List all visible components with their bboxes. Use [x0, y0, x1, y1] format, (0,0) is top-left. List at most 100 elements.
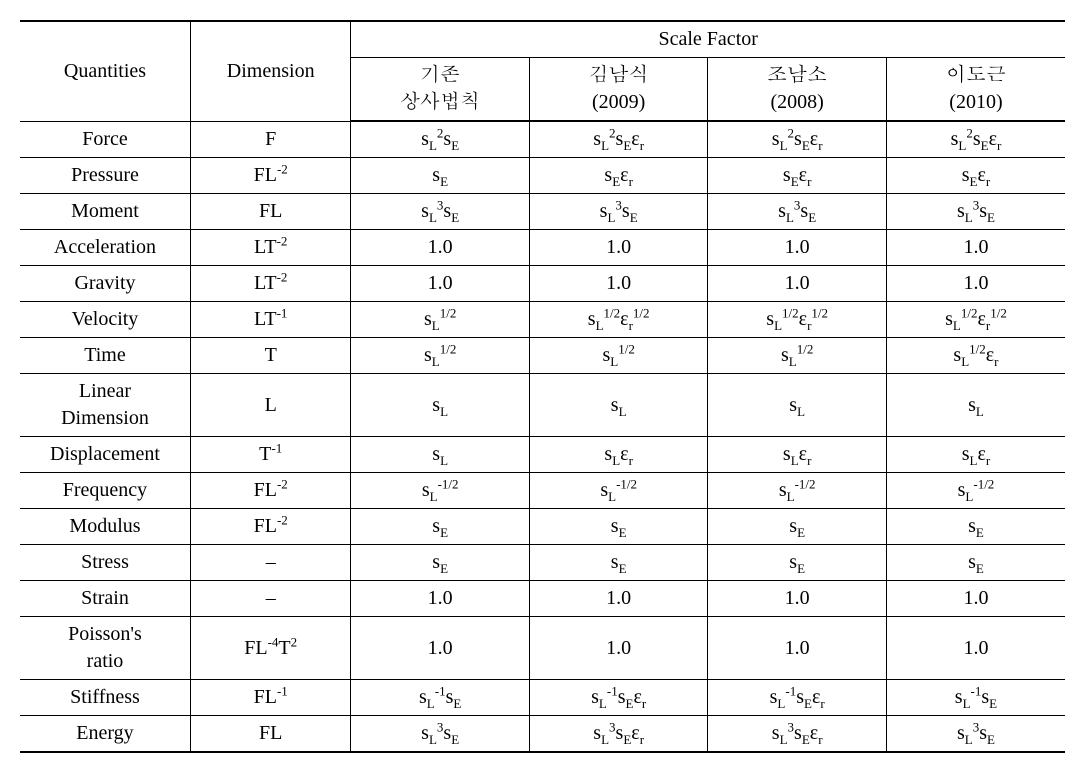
cell-scale-factor: sL3sE: [886, 716, 1065, 753]
cell-scale-factor: sL: [708, 374, 887, 437]
cell-scale-factor: sL2sE: [351, 121, 530, 158]
cell-scale-factor: 1.0: [529, 617, 708, 680]
header-col-0-l1: 기존: [420, 64, 460, 86]
cell-scale-factor: sE: [529, 509, 708, 545]
cell-scale-factor: sL2sEεr: [886, 121, 1065, 158]
cell-dimension: FL: [190, 194, 350, 230]
cell-scale-factor: sL3sEεr: [708, 716, 887, 753]
cell-quantity: Force: [20, 121, 190, 158]
table-row: FrequencyFL-2sL-1/2sL-1/2sL-1/2sL-1/2: [20, 473, 1065, 509]
header-col-1-l1: 김남식: [589, 64, 649, 86]
header-col-0: 기존 상사법칙: [351, 58, 530, 122]
cell-dimension: FL-2: [190, 509, 350, 545]
header-col-2-l1: 조남소: [767, 64, 827, 86]
table-body: ForceFsL2sEsL2sEεrsL2sEεrsL2sEεrPressure…: [20, 121, 1065, 752]
cell-dimension: LT-2: [190, 230, 350, 266]
cell-scale-factor: sLεr: [886, 437, 1065, 473]
cell-quantity: Gravity: [20, 266, 190, 302]
cell-scale-factor: sL-1sE: [351, 680, 530, 716]
cell-quantity: Frequency: [20, 473, 190, 509]
cell-scale-factor: sE: [351, 509, 530, 545]
table-row: MomentFLsL3sEsL3sEsL3sEsL3sE: [20, 194, 1065, 230]
cell-scale-factor: sL3sE: [886, 194, 1065, 230]
header-col-3-l1: 이도근: [946, 64, 1006, 86]
table-row: EnergyFLsL3sEsL3sEεrsL3sEεrsL3sE: [20, 716, 1065, 753]
cell-dimension: FL-4T2: [190, 617, 350, 680]
cell-scale-factor: sL3sE: [708, 194, 887, 230]
cell-quantity: Stiffness: [20, 680, 190, 716]
cell-scale-factor: sL-1sEεr: [708, 680, 887, 716]
table-row: Poisson'sratioFL-4T21.01.01.01.0: [20, 617, 1065, 680]
cell-dimension: F: [190, 121, 350, 158]
header-col-2: 조남소 (2008): [708, 58, 887, 122]
cell-dimension: FL: [190, 716, 350, 753]
cell-scale-factor: sL1/2: [351, 338, 530, 374]
header-col-0-l2: 상사법칙: [400, 91, 480, 113]
cell-scale-factor: 1.0: [708, 230, 887, 266]
cell-scale-factor: sL: [529, 374, 708, 437]
table-row: ModulusFL-2sEsEsEsE: [20, 509, 1065, 545]
table-row: StiffnessFL-1sL-1sEsL-1sEεrsL-1sEεrsL-1s…: [20, 680, 1065, 716]
cell-scale-factor: sL-1/2: [708, 473, 887, 509]
cell-dimension: FL-1: [190, 680, 350, 716]
cell-scale-factor: sL: [886, 374, 1065, 437]
cell-scale-factor: sE: [351, 545, 530, 581]
cell-scale-factor: sL3sE: [351, 716, 530, 753]
table-row: Strain–1.01.01.01.0: [20, 581, 1065, 617]
cell-scale-factor: 1.0: [708, 581, 887, 617]
table-row: ForceFsL2sEsL2sEεrsL2sEεrsL2sEεr: [20, 121, 1065, 158]
cell-scale-factor: 1.0: [351, 230, 530, 266]
cell-quantity: Pressure: [20, 158, 190, 194]
cell-quantity: Energy: [20, 716, 190, 753]
cell-scale-factor: sE: [886, 509, 1065, 545]
cell-scale-factor: 1.0: [351, 266, 530, 302]
cell-scale-factor: sEεr: [886, 158, 1065, 194]
header-col-3: 이도근 (2010): [886, 58, 1065, 122]
cell-dimension: T-1: [190, 437, 350, 473]
cell-scale-factor: sL1/2: [708, 338, 887, 374]
cell-scale-factor: sL1/2εr1/2: [708, 302, 887, 338]
table-row: AccelerationLT-21.01.01.01.0: [20, 230, 1065, 266]
cell-dimension: LT-1: [190, 302, 350, 338]
cell-scale-factor: sE: [351, 158, 530, 194]
scale-factor-table: Quantities Dimension Scale Factor 기존 상사법…: [20, 20, 1065, 753]
cell-quantity: Displacement: [20, 437, 190, 473]
cell-dimension: –: [190, 581, 350, 617]
header-col-1-l2: (2009): [592, 91, 645, 113]
table-row: VelocityLT-1sL1/2sL1/2εr1/2sL1/2εr1/2sL1…: [20, 302, 1065, 338]
cell-quantity: Stress: [20, 545, 190, 581]
cell-scale-factor: sL3sE: [529, 194, 708, 230]
table-row: GravityLT-21.01.01.01.0: [20, 266, 1065, 302]
cell-scale-factor: sL1/2: [351, 302, 530, 338]
cell-quantity: Poisson'sratio: [20, 617, 190, 680]
cell-scale-factor: 1.0: [708, 266, 887, 302]
header-col-3-l2: (2010): [949, 91, 1002, 113]
cell-scale-factor: sL-1sE: [886, 680, 1065, 716]
cell-quantity: Modulus: [20, 509, 190, 545]
header-dimension: Dimension: [190, 21, 350, 121]
cell-dimension: –: [190, 545, 350, 581]
cell-scale-factor: 1.0: [886, 617, 1065, 680]
cell-scale-factor: sL3sE: [351, 194, 530, 230]
cell-scale-factor: sL: [351, 437, 530, 473]
table-row: LinearDimensionLsLsLsLsL: [20, 374, 1065, 437]
cell-dimension: FL-2: [190, 473, 350, 509]
cell-scale-factor: sL-1/2: [529, 473, 708, 509]
cell-quantity: Time: [20, 338, 190, 374]
table-row: Stress–sEsEsEsE: [20, 545, 1065, 581]
cell-quantity: Velocity: [20, 302, 190, 338]
table-header: Quantities Dimension Scale Factor 기존 상사법…: [20, 21, 1065, 121]
cell-dimension: L: [190, 374, 350, 437]
cell-scale-factor: sEεr: [529, 158, 708, 194]
cell-scale-factor: 1.0: [886, 581, 1065, 617]
header-col-2-l2: (2008): [771, 91, 824, 113]
cell-quantity: Moment: [20, 194, 190, 230]
cell-scale-factor: 1.0: [529, 581, 708, 617]
cell-scale-factor: sE: [886, 545, 1065, 581]
cell-dimension: LT-2: [190, 266, 350, 302]
cell-dimension: FL-2: [190, 158, 350, 194]
cell-scale-factor: sL-1sEεr: [529, 680, 708, 716]
cell-scale-factor: sLεr: [529, 437, 708, 473]
cell-scale-factor: sL-1/2: [351, 473, 530, 509]
header-quantities: Quantities: [20, 21, 190, 121]
